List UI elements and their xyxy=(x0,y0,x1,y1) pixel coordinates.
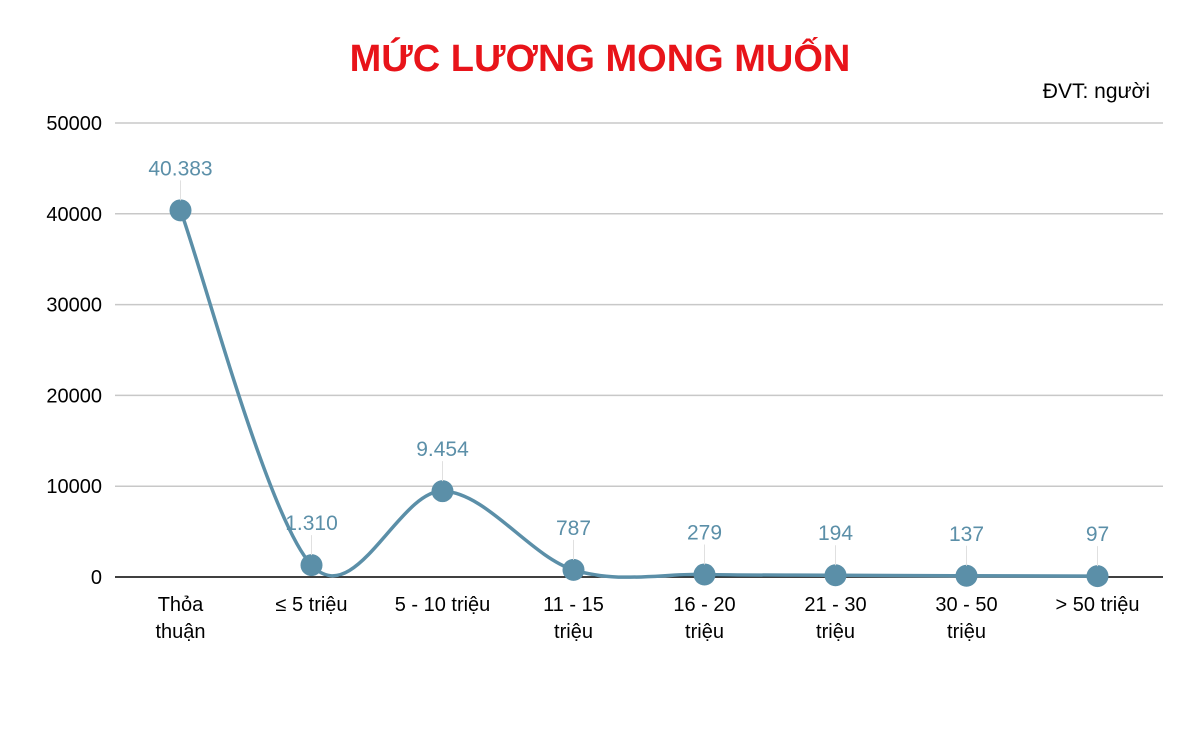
data-point xyxy=(693,563,716,586)
data-label: 137 xyxy=(949,523,984,546)
y-tick-label: 50000 xyxy=(46,113,102,135)
data-label: 40.383 xyxy=(148,157,212,180)
data-label: 279 xyxy=(687,521,722,544)
data-point xyxy=(562,558,585,581)
data-points xyxy=(169,199,1109,588)
data-labels: 40.383 1.310 9.454 787 279 194 137 97 xyxy=(148,157,1109,567)
y-tick-label: 10000 xyxy=(46,476,102,498)
y-tick-label: 0 xyxy=(91,567,102,589)
data-label: 97 xyxy=(1086,523,1109,546)
data-point xyxy=(169,199,192,222)
grid-lines xyxy=(115,122,1163,578)
data-point xyxy=(955,564,978,587)
data-label: 194 xyxy=(818,522,853,545)
x-tick-label: Thỏa thuận xyxy=(155,594,205,643)
x-tick-label: ≤ 5 triệu xyxy=(275,594,347,616)
y-tick-label: 30000 xyxy=(46,295,102,317)
y-axis-ticks: 0 10000 20000 30000 40000 50000 xyxy=(46,113,102,589)
y-tick-label: 20000 xyxy=(46,385,102,407)
data-point xyxy=(431,480,454,503)
x-tick-label: 30 - 50 triệu xyxy=(935,594,997,643)
data-label: 787 xyxy=(556,517,591,540)
x-tick-label: 11 - 15 triệu xyxy=(543,594,604,643)
y-tick-label: 40000 xyxy=(46,204,102,226)
x-tick-label: 21 - 30 triệu xyxy=(804,594,866,643)
x-tick-label: 5 - 10 triệu xyxy=(395,594,491,616)
data-label: 1.310 xyxy=(285,512,338,535)
unit-note: ĐVT: người xyxy=(1042,80,1150,103)
data-point xyxy=(1086,565,1109,588)
data-label: 9.454 xyxy=(416,438,469,461)
data-point xyxy=(824,564,847,587)
x-tick-label: 16 - 20 triệu xyxy=(673,594,735,643)
chart-title: MỨC LƯƠNG MONG MUỐN xyxy=(349,38,851,80)
x-axis-ticks: Thỏa thuận ≤ 5 triệu 5 - 10 triệu 11 - 15 tri… xyxy=(155,594,1139,643)
data-point xyxy=(300,554,323,577)
x-tick-label: > 50 triệu xyxy=(1056,594,1140,616)
